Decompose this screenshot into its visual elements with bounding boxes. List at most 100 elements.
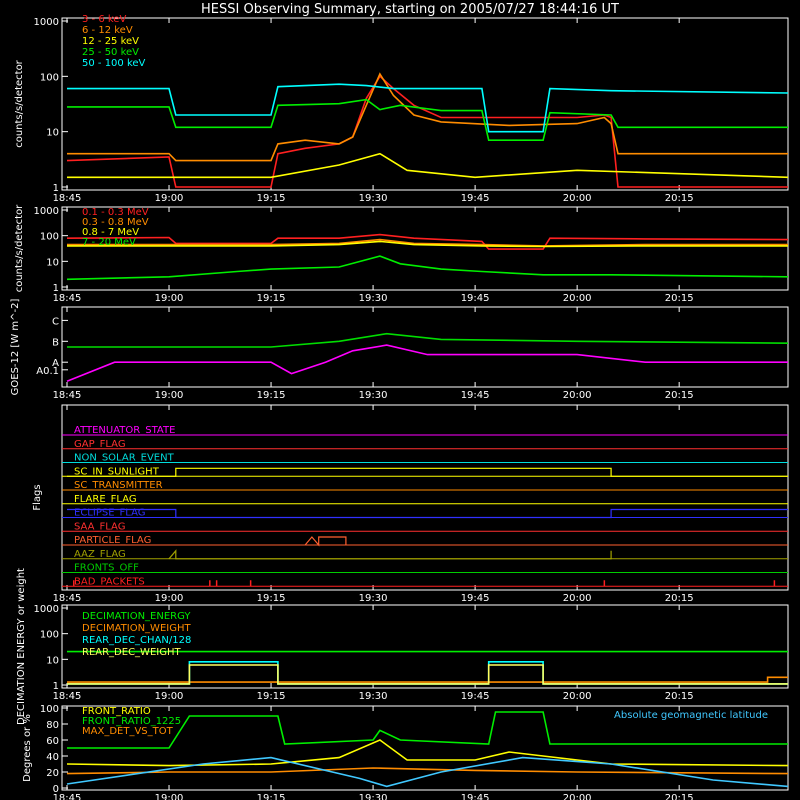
x-tick-label: 19:45 (461, 793, 490, 800)
x-tick-label: 20:15 (665, 593, 694, 604)
y-tick-label: 20 (46, 768, 59, 779)
series-line (67, 676, 788, 683)
x-tick-label: 19:30 (359, 691, 388, 702)
x-tick-label: 19:15 (257, 293, 286, 304)
series-line (66, 344, 788, 382)
flag-label: SC_TRANSMITTER (74, 480, 163, 491)
flag-label: ATTENUATOR_STATE (74, 425, 175, 436)
series-line (67, 240, 788, 248)
goes-frame (61, 306, 789, 388)
x-tick-label: 19:45 (461, 593, 490, 604)
x-tick-label: 20:15 (665, 293, 694, 304)
series-line (67, 711, 788, 749)
annotation-label: Absolute geomagnetic latitude (614, 710, 768, 721)
flag-label: FLARE_FLAG (74, 494, 137, 505)
x-tick-label: 19:00 (155, 793, 184, 800)
x-tick-label: 20:15 (665, 193, 694, 204)
y-tick-label: C (52, 316, 59, 327)
series-line (67, 661, 788, 685)
series-line (67, 332, 789, 348)
series-line (66, 75, 788, 188)
series-line (67, 238, 788, 247)
series-line (66, 756, 789, 788)
flag-trace (168, 549, 612, 560)
x-tick-label: 20:00 (563, 691, 592, 702)
legend-entry: 3 - 6 keV (82, 14, 126, 25)
x-tick-label: 19:00 (155, 390, 184, 401)
legend-entry: FRONT_RATIO (82, 706, 151, 717)
x-tick-label: 19:45 (461, 193, 490, 204)
x-tick-label: 20:00 (563, 193, 592, 204)
x-tick-label: 18:45 (53, 390, 82, 401)
y-tick-label: 100 (40, 232, 59, 243)
series-line (66, 739, 789, 767)
legend-entry: 6 - 12 keV (82, 25, 133, 36)
series-line (67, 152, 789, 179)
front-ratio-y-label: Degrees or % (22, 714, 33, 782)
x-tick-label: 19:00 (155, 193, 184, 204)
legend-entry: DECIMATION_ENERGY (82, 611, 191, 622)
x-tick-label: 20:00 (563, 293, 592, 304)
x-tick-label: 20:15 (665, 390, 694, 401)
legend-entry: 25 - 50 keV (82, 47, 139, 58)
count-rates-high-frame (61, 206, 789, 291)
y-tick-label: 100 (40, 630, 59, 641)
y-tick-label: 60 (46, 736, 59, 747)
flag-trace (304, 536, 347, 547)
flag-trace (67, 508, 788, 519)
flag-label: AAZ_FLAG (74, 549, 126, 560)
legend-entry: 0.8 - 7 MeV (82, 227, 139, 238)
x-tick-label: 19:45 (461, 293, 490, 304)
flag-label: BAD_PACKETS (74, 576, 145, 587)
flag-trace (67, 467, 788, 477)
goes-y-label: GOES-12 [W m^-2] (10, 299, 21, 396)
x-tick-label: 20:00 (563, 593, 592, 604)
count-rates-low-frame (61, 17, 789, 191)
flags-panel: 18:45 19:00 19:15 19:30 19:45 20:00 20:15 Flags… (32, 404, 789, 604)
decimation-y-label: DECIMATION ENERGY or weight (16, 568, 27, 725)
legend-entry: 50 - 100 keV (82, 58, 146, 69)
y-tick-label: 1000 (34, 17, 59, 28)
series-line (67, 664, 788, 685)
y-tick-label: 1 (53, 681, 59, 692)
x-tick-label: 19:15 (257, 390, 286, 401)
x-tick-label: 19:00 (155, 593, 184, 604)
x-tick-label: 18:45 (53, 293, 82, 304)
x-tick-label: 19:15 (257, 193, 286, 204)
x-tick-label: 20:00 (563, 390, 592, 401)
x-tick-label: 18:45 (53, 793, 82, 800)
count-rates-high-panel: 18:45 19:00 19:15 19:30 19:45 20:00 20:15 count… (14, 204, 789, 304)
legend-entry: DECIMATION_WEIGHT (82, 623, 191, 634)
x-tick-label: 19:30 (359, 193, 388, 204)
flags-y-label: Flags (32, 484, 43, 510)
series-line (67, 83, 789, 133)
y-tick-label: 100 (40, 72, 59, 83)
y-tick-label: 10 (46, 655, 59, 666)
x-tick-label: 19:00 (155, 293, 184, 304)
series-line (67, 98, 788, 141)
x-tick-label: 19:45 (461, 390, 490, 401)
flag-label: PARTICLE_FLAG (74, 535, 151, 546)
x-tick-label: 19:30 (359, 390, 388, 401)
x-tick-label: 19:45 (461, 691, 490, 702)
legend-entry: FRONT_RATIO_1225 (82, 716, 181, 727)
y-tick-label: 1 (53, 283, 59, 294)
decimation-frame (61, 604, 789, 689)
front-ratio-panel: 18:45 19:00 19:15 19:30 19:45 20:00 20:15 Degre… (22, 704, 789, 800)
y-tick-label: 10 (46, 128, 59, 139)
y-tick-label: B (52, 337, 59, 348)
count-rates-low-panel: 18:45 19:00 19:15 19:30 19:45 20:00 20:15 count… (14, 14, 789, 204)
flag-label: NON_SOLAR_EVENT (74, 453, 175, 464)
legend-entry: 7 - 20 MeV (82, 237, 136, 248)
goes-panel: 18:45 19:00 19:15 19:30 19:45 20:00 20:15 GOES-… (10, 299, 789, 401)
y-tick-label: 0 (53, 784, 59, 795)
flags-frame (61, 404, 789, 591)
x-tick-label: 19:30 (359, 793, 388, 800)
flag-label: SC_IN_SUNLIGHT (74, 466, 160, 477)
x-tick-label: 19:00 (155, 691, 184, 702)
y-tick-label: A (52, 358, 59, 369)
figure-title: HESSI Observing Summary, starting on 200… (201, 2, 619, 17)
plot-root: 18:45 19:00 19:15 19:30 19:45 20:00 20:15 count… (10, 14, 789, 800)
count-rates-high-y-label: counts/s/detector (14, 204, 25, 292)
